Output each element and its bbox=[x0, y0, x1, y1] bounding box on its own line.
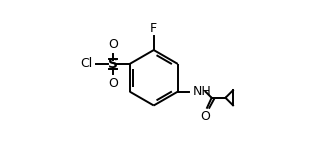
Text: F: F bbox=[150, 22, 157, 35]
Text: NH: NH bbox=[193, 85, 212, 98]
Text: S: S bbox=[108, 57, 118, 71]
Text: Cl: Cl bbox=[80, 57, 92, 70]
Text: O: O bbox=[108, 77, 118, 90]
Text: O: O bbox=[201, 110, 210, 123]
Text: O: O bbox=[108, 38, 118, 51]
